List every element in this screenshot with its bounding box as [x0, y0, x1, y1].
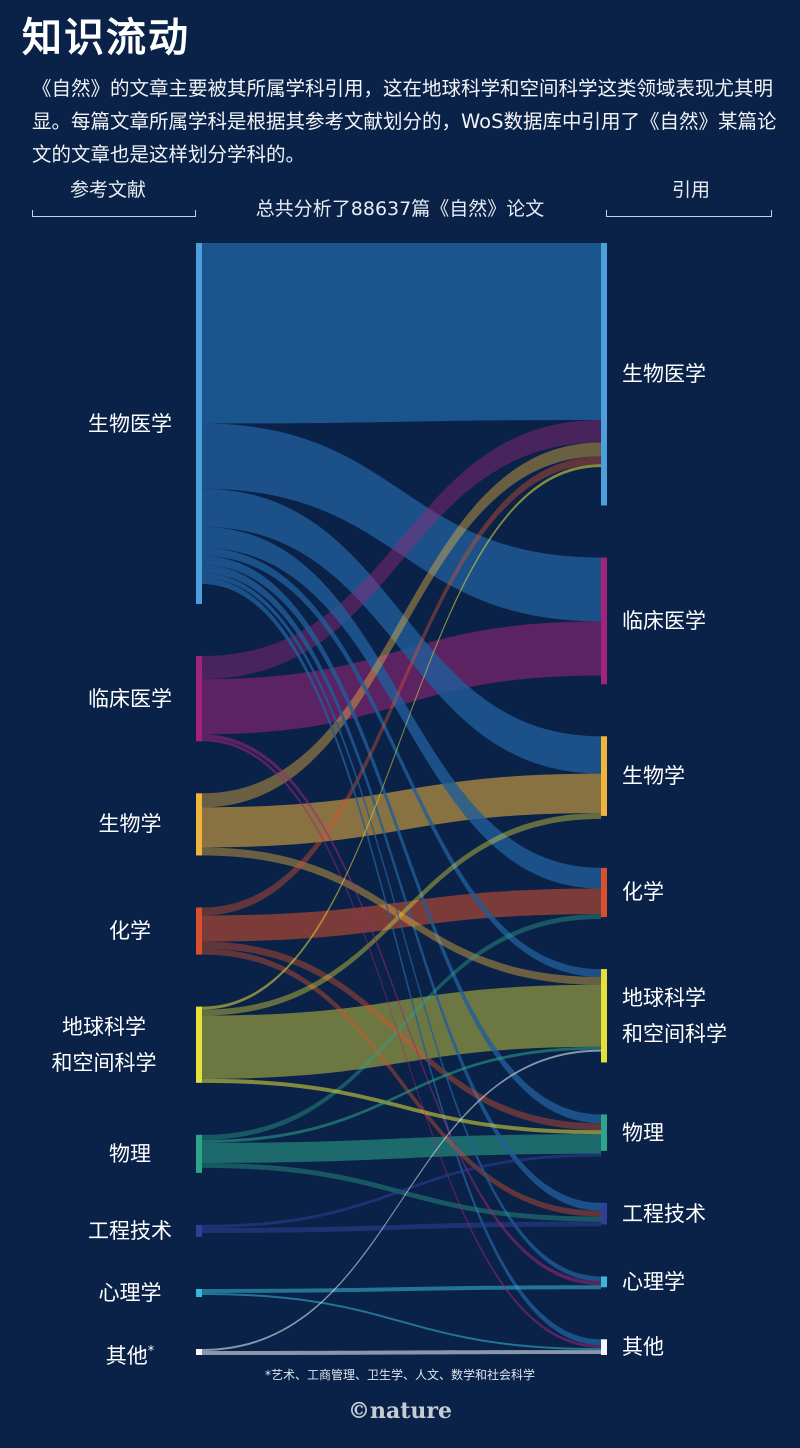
left-node-biomed	[196, 243, 202, 605]
left-node-physics	[196, 1134, 202, 1173]
right-label-earth: 地球科学 和空间科学	[622, 986, 727, 1046]
flow-chemistry-to-biomed	[202, 456, 601, 916]
left-node-psychology	[196, 1288, 202, 1297]
flow-physics-to-chemistry	[202, 914, 601, 1140]
flow-biomed-to-engineering	[202, 564, 601, 1211]
flow-engineering-to-physics	[202, 1153, 601, 1228]
flow-earth-to-earth	[202, 984, 601, 1079]
flow-biomed-to-biology	[202, 488, 601, 774]
right-label-other: 其他	[622, 1335, 664, 1359]
left-node-earth	[196, 1006, 202, 1083]
left-label-engineering: 工程技术	[88, 1219, 172, 1243]
left-label-earth: 地球科学 和空间科学	[51, 1015, 157, 1075]
flow-clinical-to-other	[202, 738, 601, 1349]
left-header-bracket	[32, 210, 196, 217]
flow-other-to-earth	[202, 1049, 601, 1351]
flow-biomed-to-other	[202, 577, 601, 1346]
chart-description: 《自然》的文章主要被其所属学科引用，这在地球科学和空间科学这类领域表现尤其明显。…	[32, 77, 777, 166]
right-node-physics	[601, 1114, 607, 1151]
left-label-psychology: 心理学	[98, 1281, 162, 1305]
footnote: *艺术、工商管理、卫生学、人文、数学和社会科学	[264, 1368, 535, 1382]
flow-clinical-to-psychology	[202, 734, 601, 1286]
flow-clinical-to-clinical	[202, 621, 601, 735]
left-label-chemistry: 化学	[109, 919, 151, 943]
flow-biomed-to-clinical	[202, 423, 601, 622]
chart-title: 知识流动	[22, 15, 190, 61]
left-node-clinical	[196, 656, 202, 742]
flow-earth-to-physics	[202, 1078, 601, 1135]
total-papers-label: 总共分析了88637篇《自然》论文	[255, 198, 545, 220]
left-label-clinical: 临床医学	[88, 687, 172, 711]
right-label-physics: 物理	[622, 1121, 664, 1145]
flow-psychology-to-psychology	[202, 1285, 601, 1293]
flow-biology-to-biomed	[202, 442, 601, 808]
left-node-chemistry	[196, 907, 202, 955]
right-label-chemistry: 化学	[622, 880, 664, 904]
flow-chemistry-to-physics	[202, 941, 601, 1131]
flow-biomed-to-chemistry	[202, 526, 601, 889]
flow-links	[202, 243, 601, 1355]
flow-chemistry-to-chemistry	[202, 888, 601, 942]
right-node-other	[601, 1339, 607, 1355]
left-column-header: 参考文献	[70, 179, 147, 201]
right-label-psychology: 心理学	[622, 1270, 685, 1294]
right-node-chemistry	[601, 867, 607, 918]
right-node-clinical	[601, 557, 607, 685]
flow-biomed-to-psychology	[202, 572, 601, 1282]
left-node-biology	[196, 793, 202, 856]
flow-other-to-other	[202, 1350, 601, 1355]
flow-biology-to-earth	[202, 847, 601, 985]
left-label-other: 其他*	[105, 1344, 155, 1368]
flow-earth-to-biomed	[202, 464, 601, 1010]
right-label-biomed: 生物医学	[622, 362, 706, 386]
right-node-earth	[601, 969, 607, 1063]
left-label-biomed: 生物医学	[88, 412, 172, 436]
right-node-engineering	[601, 1202, 607, 1225]
right-node-biomed	[601, 243, 607, 506]
right-label-biology: 生物学	[622, 764, 685, 788]
nature-logo: ©nature	[348, 1398, 452, 1424]
flow-biomed-to-earth	[202, 547, 601, 977]
left-label-biology: 生物学	[98, 812, 162, 836]
flow-psychology-to-other	[202, 1292, 601, 1351]
left-node-other	[196, 1348, 202, 1355]
left-node-engineering	[196, 1224, 202, 1237]
right-header-bracket	[606, 210, 772, 217]
right-column-header: 引用	[672, 179, 711, 201]
flow-physics-to-earth	[202, 1046, 601, 1143]
right-label-engineering: 工程技术	[622, 1202, 706, 1226]
left-label-physics: 物理	[109, 1142, 151, 1166]
right-node-biology	[601, 736, 607, 816]
right-node-psychology	[601, 1276, 607, 1288]
category-nodes	[196, 243, 607, 1355]
right-label-clinical: 临床医学	[622, 609, 706, 633]
flow-chemistry-to-engineering	[202, 948, 601, 1217]
flow-earth-to-biology	[202, 812, 601, 1016]
flow-biomed-to-physics	[202, 555, 601, 1124]
flow-biomed-to-biomed	[202, 243, 601, 424]
flow-biology-to-biology	[202, 773, 601, 848]
flow-clinical-to-biomed	[202, 419, 601, 680]
